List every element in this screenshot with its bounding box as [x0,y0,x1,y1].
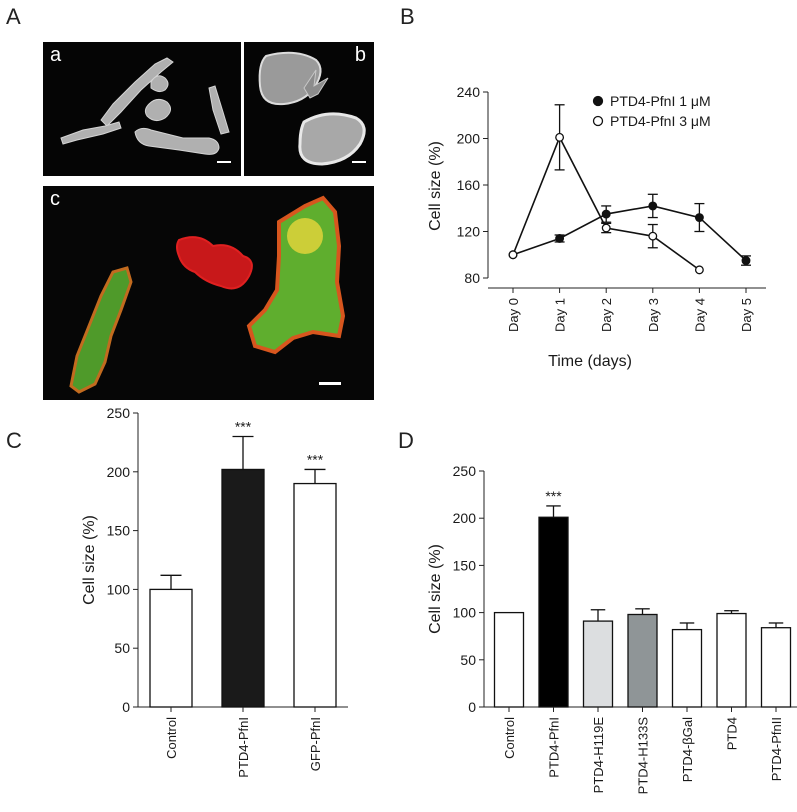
c-x-tick-label: Control [164,717,179,759]
b-point-0 [555,234,565,243]
b-x-tick-label: Day 2 [599,298,614,332]
d-y-tick-label: 200 [453,510,477,526]
d-x-tick-label: PTD4-PfnII [769,717,784,781]
d-x-tick-label: PTD4-H119E [591,717,606,794]
b-point-0 [601,209,611,219]
b-point-0 [694,213,704,222]
b-y-axis-label: Cell size (%) [427,141,444,231]
c-y-tick-label: 200 [107,464,131,480]
micrograph-a-label: a [50,44,62,66]
b-y-tick-label: 200 [457,131,481,147]
b-point-1 [508,250,518,260]
d-x-tick-label: PTD4-βGal [680,717,695,782]
d-y-tick-label: 100 [453,605,477,621]
d-y-tick-label: 250 [453,463,477,479]
d-bar [671,628,703,708]
b-point-0 [648,201,658,211]
c-bar [293,482,337,708]
c-y-tick-label: 50 [114,640,130,656]
micrograph-b: b [244,42,374,176]
c-y-tick-label: 100 [107,581,131,597]
b-point-1 [601,223,611,233]
d-y-tick-label: 50 [460,652,476,668]
b-x-tick-label: Day 3 [646,298,661,332]
d-x-tick-label: PTD4-PfnI [547,717,562,778]
d-x-tick-label: PTD4-H133S [636,717,651,795]
b-series-line-0 [512,205,747,262]
b-legend-marker-0 [592,95,604,107]
panel-label-A: A [6,4,21,29]
micrograph-c-label: c [50,188,60,210]
b-y-tick-label: 80 [464,270,480,286]
b-legend-label-1: PTD4-PfnI 3 μM [610,113,711,129]
b-series-line-1 [512,135,700,271]
d-bar [716,612,747,708]
c-x-tick-label: PTD4-PfnI [236,717,251,778]
b-point-1 [555,132,565,142]
d-bar [493,611,525,708]
b-y-tick-label: 160 [457,177,481,193]
c-significance-label: *** [307,451,324,467]
micrograph-b-label: b [354,44,366,66]
panel-label-D: D [398,428,414,453]
b-y-tick-label: 240 [457,84,481,100]
d-bar [538,516,569,708]
b-x-tick-label: Day 4 [692,298,707,332]
b-point-1 [648,231,658,241]
d-bar [627,613,658,708]
micrograph-c: c [43,186,374,400]
b-point-0 [741,256,751,266]
b-legend-label-0: PTD4-PfnI 1 μM [610,93,711,109]
d-significance-label: *** [545,488,562,504]
b-x-axis-label: Time (days) [548,353,632,370]
d-y-tick-label: 150 [453,557,477,573]
b-x-tick-label: Day 0 [506,298,521,332]
c-y-tick-label: 250 [107,405,131,421]
d-x-tick-label: PTD4 [725,717,740,750]
b-x-tick-label: Day 5 [739,298,754,332]
c-x-tick-label: GFP-PfnI [308,717,323,771]
d-x-tick-label: Control [502,717,517,759]
panel-label-B: B [400,4,415,29]
b-y-tick-label: 120 [457,224,481,240]
d-y-tick-label: 0 [468,699,476,715]
b-point-1 [694,265,704,275]
d-bar [582,620,614,708]
b-legend-marker-1 [592,115,604,127]
c-y-tick-label: 150 [107,523,131,539]
c-y-axis-label: Cell size (%) [81,515,98,605]
d-y-axis-label: Cell size (%) [427,544,444,634]
d-bar [760,627,792,708]
b-x-tick-label: Day 1 [553,298,568,332]
c-bar [221,468,265,708]
c-bar [149,588,193,708]
c-y-tick-label: 0 [122,699,130,715]
panel-label-C: C [6,428,22,453]
micrograph-a: a [43,42,241,176]
c-significance-label: *** [235,419,252,435]
